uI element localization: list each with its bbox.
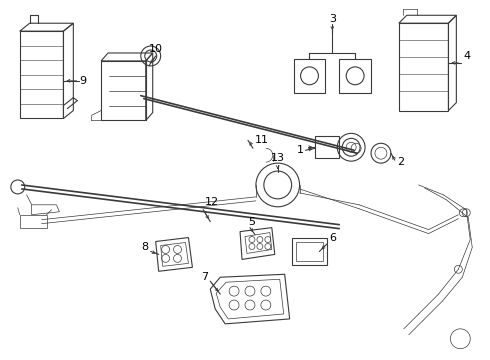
Text: 11: 11	[255, 135, 269, 145]
Text: 10: 10	[148, 44, 163, 54]
Text: 13: 13	[271, 153, 285, 163]
Text: 9: 9	[80, 76, 87, 86]
Text: 6: 6	[329, 233, 336, 243]
Text: 8: 8	[142, 243, 149, 252]
Text: 2: 2	[397, 157, 404, 167]
Text: 12: 12	[205, 197, 220, 207]
Text: 4: 4	[464, 51, 470, 61]
Text: 5: 5	[248, 217, 255, 227]
Text: 3: 3	[329, 14, 336, 24]
Text: 7: 7	[201, 272, 208, 282]
Text: 1: 1	[296, 145, 303, 155]
